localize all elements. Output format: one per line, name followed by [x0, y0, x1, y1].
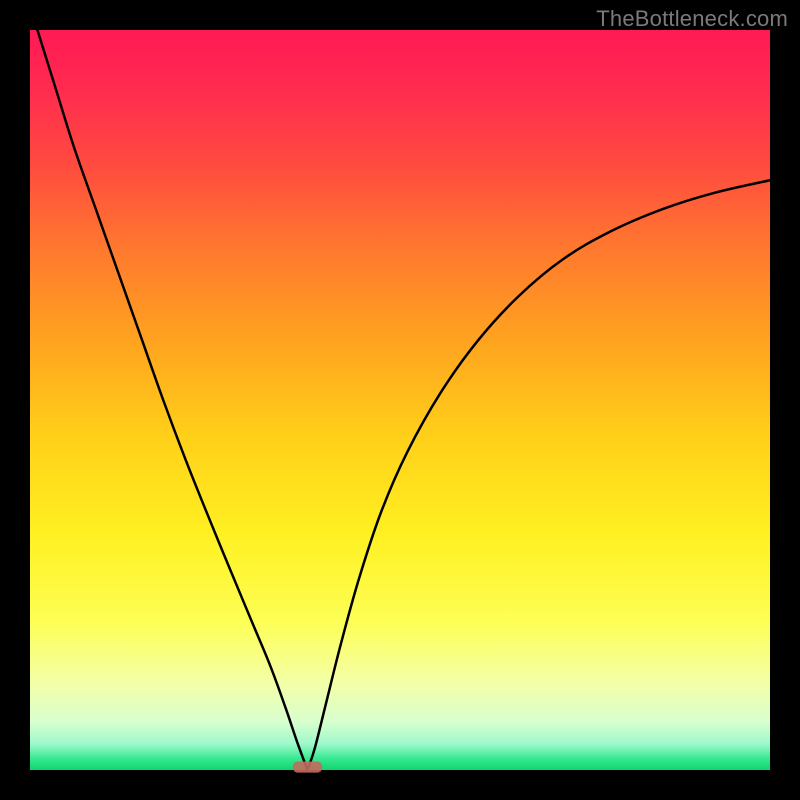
vertex-marker	[293, 761, 323, 772]
bottleneck-chart: TheBottleneck.com	[0, 0, 800, 800]
watermark-text: TheBottleneck.com	[596, 6, 788, 32]
plot-background-gradient	[30, 30, 770, 770]
chart-svg	[0, 0, 800, 800]
